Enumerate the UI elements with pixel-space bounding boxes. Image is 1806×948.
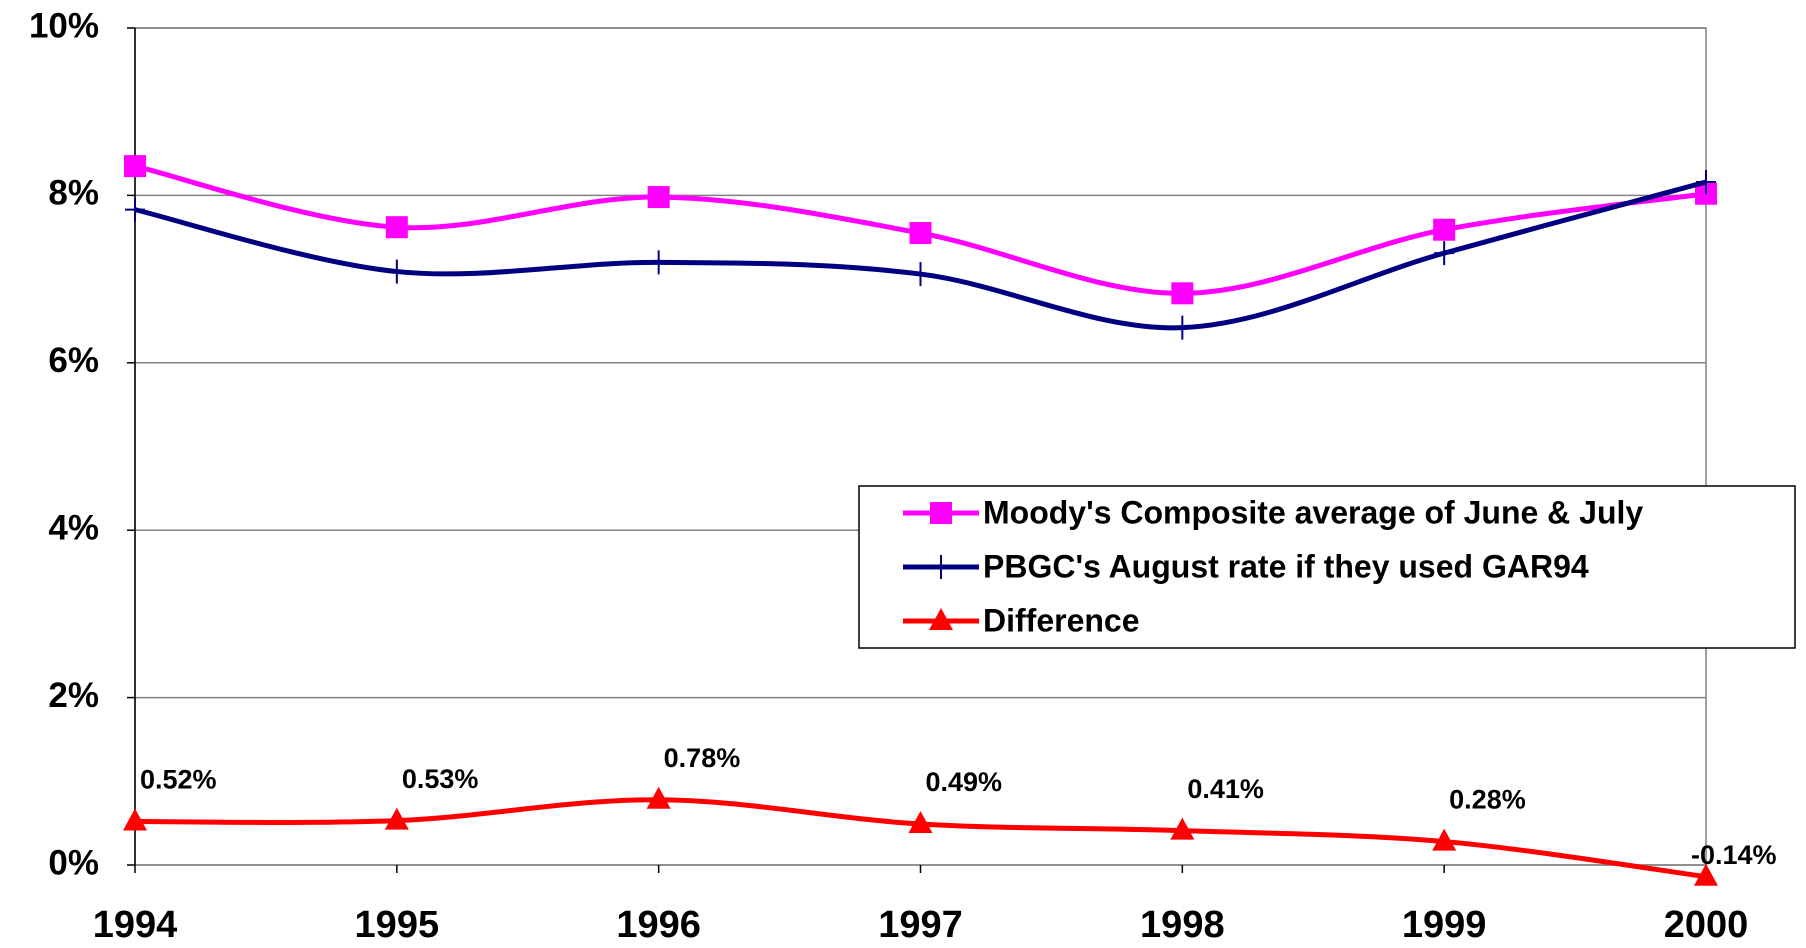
marker-triangle [908, 810, 933, 833]
y-tick-label: 2% [48, 676, 99, 715]
marker-triangle [929, 608, 953, 630]
x-tick-label: 1997 [878, 904, 963, 946]
marker-triangle [123, 808, 147, 831]
data-label: 0.53% [402, 764, 479, 794]
y-tick-label: 4% [48, 508, 99, 547]
data-label: 0.28% [1449, 785, 1526, 815]
marker-square [647, 186, 670, 209]
marker-plus [648, 250, 669, 275]
x-tick-label: 1994 [93, 904, 178, 946]
marker-plus [125, 197, 145, 222]
marker-square [909, 222, 932, 245]
y-tick-label: 0% [48, 843, 99, 882]
y-tick-label: 10% [29, 6, 99, 45]
marker-plus [1434, 241, 1455, 266]
x-tick-label: 1998 [1140, 904, 1225, 946]
y-tick-label: 6% [48, 341, 99, 380]
marker-triangle [1170, 817, 1195, 840]
x-tick-label: 1999 [1402, 904, 1487, 946]
data-label: 0.78% [664, 743, 741, 773]
x-tick-label: 1995 [355, 904, 440, 946]
marker-square [385, 216, 408, 239]
data-label: 0.41% [1187, 774, 1264, 804]
marker-plus [386, 259, 407, 284]
marker-square [124, 155, 146, 178]
marker-plus [1696, 170, 1716, 195]
marker-plus [1172, 315, 1193, 340]
y-tick-label: 8% [48, 174, 99, 213]
data-label: -0.14% [1691, 840, 1777, 870]
legend-label: PBGC's August rate if they used GAR94 [983, 548, 1589, 584]
legend-box [858, 485, 1796, 649]
legend-label: Difference [983, 602, 1140, 638]
data-label: 0.49% [926, 767, 1003, 797]
x-tick-label: 1996 [616, 904, 701, 946]
marker-triangle [1432, 828, 1457, 851]
plot-area [134, 27, 1707, 866]
marker-triangle [1694, 863, 1718, 886]
marker-plus [910, 262, 931, 287]
marker-square [930, 502, 952, 524]
marker-square [1171, 282, 1194, 305]
marker-triangle [646, 786, 671, 809]
data-label: 0.52% [140, 765, 217, 795]
legend-label: Moody's Composite average of June & July [983, 494, 1643, 530]
marker-plus [931, 555, 951, 579]
marker-square [1433, 218, 1456, 241]
x-tick-label: 2000 [1664, 904, 1749, 946]
marker-triangle [384, 807, 409, 830]
series-line [134, 179, 1707, 331]
